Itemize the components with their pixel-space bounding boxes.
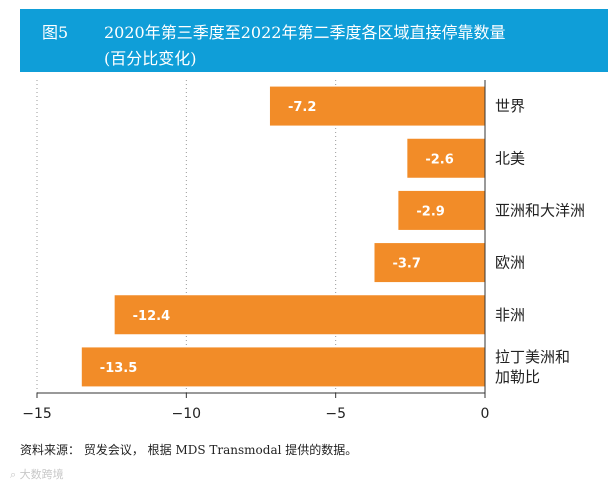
bar-chart: -7.2 世界 -2.6 北美 -2.9 亚洲和大洋洲 -3.7 欧洲 -12.4 非洲 -13.5…: [22, 80, 585, 422]
chart-subtitle: (百分比变化): [104, 49, 197, 68]
value-label-3: -3.7: [392, 257, 420, 272]
value-label-1: -2.6: [425, 152, 453, 167]
watermark: ⌕ 大数跨境: [10, 468, 64, 481]
x-tick-label-3: 0: [481, 406, 490, 422]
chart-title: 2020年第三季度至2022年第二季度各区域直接停靠数量: [104, 23, 506, 42]
value-label-5: -13.5: [100, 361, 137, 376]
bar-2: [398, 190, 485, 230]
x-tick-label-0: −15: [22, 406, 52, 422]
x-tick-label-1: −10: [172, 406, 202, 422]
category-label-0: 世界: [495, 97, 525, 115]
bar-0: [269, 86, 485, 126]
category-label-5-line-1: 加勒比: [495, 368, 540, 386]
category-label-5-line-0: 拉丁美洲和: [495, 348, 570, 366]
x-tick-label-2: −5: [325, 406, 346, 422]
value-label-2: -2.9: [416, 204, 444, 219]
category-label-1: 北美: [495, 149, 525, 167]
category-label-4: 非洲: [495, 306, 525, 324]
source-note: 资料来源： 贸发会议， 根据 MDS Transmodal 提供的数据。: [20, 443, 358, 457]
title-banner: 图5 2020年第三季度至2022年第二季度各区域直接停靠数量 (百分比变化): [20, 9, 608, 72]
figure-label: 图5: [42, 23, 69, 42]
bar-4: [114, 295, 486, 335]
value-label-4: -12.4: [133, 309, 170, 324]
category-label-2: 亚洲和大洋洲: [495, 201, 585, 219]
bar-1: [407, 138, 485, 178]
bar-3: [374, 243, 485, 283]
bar-5: [81, 347, 486, 387]
category-label-3: 欧洲: [495, 254, 525, 272]
value-label-0: -7.2: [288, 100, 316, 115]
